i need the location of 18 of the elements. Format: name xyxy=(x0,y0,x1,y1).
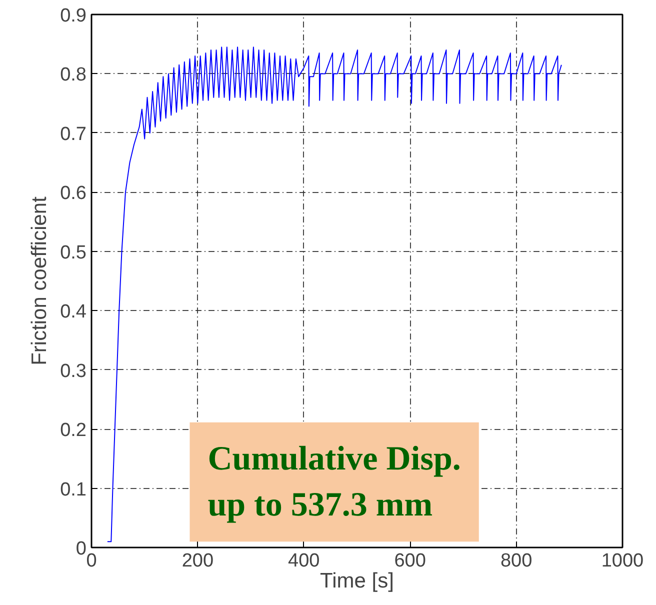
y-tick-label: 0.4 xyxy=(60,302,87,323)
line-series xyxy=(106,46,562,542)
y-axis-title: Friction coefficient xyxy=(28,196,52,366)
x-axis-title: Time [s] xyxy=(320,570,394,592)
y-tick-label: 0.1 xyxy=(60,479,87,500)
y-tick-label: 0.3 xyxy=(60,360,87,382)
x-tick-label: 600 xyxy=(394,550,426,572)
x-tick-label: 800 xyxy=(500,550,532,572)
x-tick-label: 1000 xyxy=(601,550,644,572)
y-tick-label: 0.7 xyxy=(60,124,87,145)
x-tick-label: 400 xyxy=(288,550,320,572)
annotation: Cumulative Disp. up to 537.3 mm xyxy=(208,440,461,524)
y-tick-label: 0.5 xyxy=(60,242,87,264)
x-tick-label: 200 xyxy=(182,550,214,572)
y-tick-label: 0.6 xyxy=(60,183,87,204)
y-tick-label: 0.2 xyxy=(60,420,87,442)
y-tick-label: 0.8 xyxy=(60,64,87,86)
y-tick-label: 0.9 xyxy=(60,6,87,26)
